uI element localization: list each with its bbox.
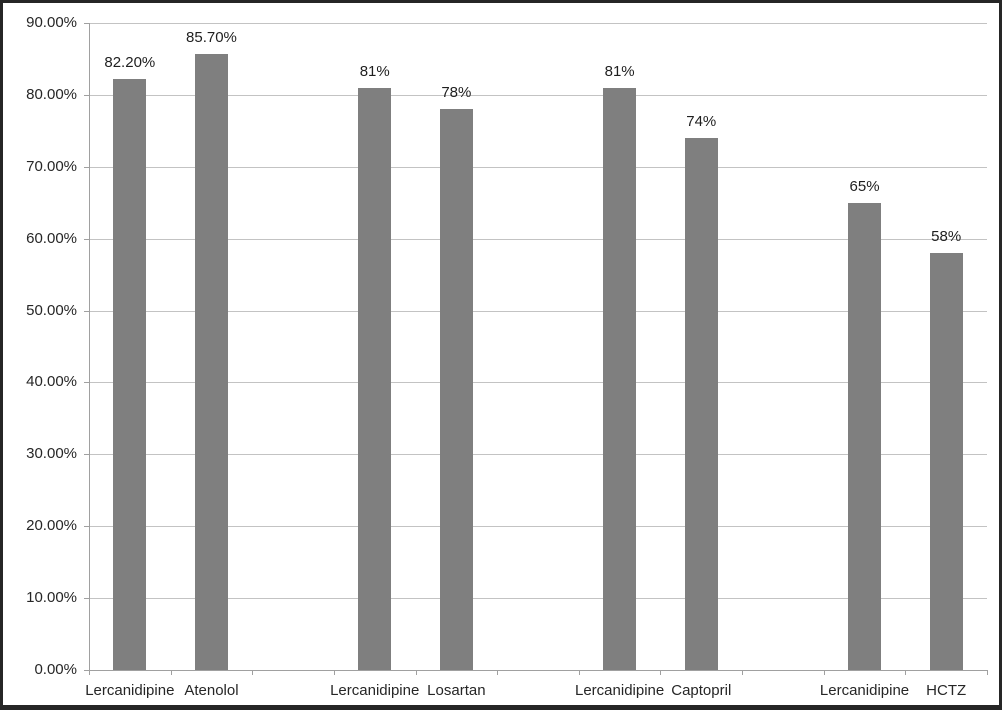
y-axis-tick-label: 50.00% — [26, 301, 77, 319]
y-axis-tick-mark — [84, 382, 89, 384]
bar-lercanidipine-4 — [603, 87, 637, 670]
gridline — [89, 526, 987, 528]
gridline — [89, 166, 987, 168]
y-axis-tick-mark — [84, 23, 89, 24]
bar-hctz-7 — [929, 253, 963, 670]
y-axis-tick-mark — [84, 166, 89, 168]
gridline — [89, 598, 987, 600]
x-axis-tick-mark — [823, 670, 825, 675]
x-axis-tick-mark — [905, 670, 907, 675]
bar-value-label: 81% — [359, 62, 390, 80]
x-axis-tick-mark — [333, 670, 335, 675]
gridline — [89, 238, 987, 240]
x-axis-category-label: Lercanidipine — [85, 682, 175, 699]
gridline — [89, 382, 987, 384]
x-axis-category-label: Lercanidipine — [575, 682, 665, 699]
y-axis-tick-label: 20.00% — [26, 517, 77, 535]
y-axis-tick-label: 90.00% — [26, 14, 77, 31]
y-axis-tick-mark — [84, 238, 89, 240]
y-axis-tick-mark — [84, 670, 89, 671]
gridline — [89, 454, 987, 456]
gridline — [89, 310, 987, 312]
x-axis-category-label: Atenolol — [184, 682, 239, 699]
bar-value-label: 74% — [686, 113, 717, 131]
x-axis-tick-mark — [497, 670, 499, 675]
x-axis-tick-mark — [660, 670, 662, 675]
bar-captopril-5 — [684, 138, 718, 670]
x-axis-category-label: Losartan — [427, 682, 486, 699]
x-axis-tick-mark — [578, 670, 580, 675]
bar-lercanidipine-0 — [113, 79, 147, 670]
x-axis-line — [89, 670, 988, 671]
y-axis-tick-mark — [84, 310, 89, 312]
y-axis-tick-label: 60.00% — [26, 229, 77, 247]
y-axis-tick-mark — [84, 526, 89, 528]
x-axis-category-label: Lercanidipine — [819, 682, 910, 699]
y-axis-tick-label: 30.00% — [26, 445, 77, 463]
x-axis-tick-mark — [987, 670, 988, 675]
bar-losartan-3 — [439, 109, 473, 670]
x-axis-category-label: HCTZ — [926, 682, 967, 699]
bar-lercanidipine-6 — [848, 202, 882, 670]
y-axis-tick-mark — [84, 454, 89, 456]
y-axis-tick-label: 40.00% — [26, 373, 77, 391]
gridline — [89, 23, 987, 24]
gridline — [89, 94, 987, 96]
y-axis-tick-label: 0.00% — [34, 661, 77, 678]
bar-value-label: 58% — [931, 228, 962, 246]
y-axis-tick-label: 10.00% — [26, 589, 77, 607]
bar-value-label: 78% — [441, 84, 472, 102]
y-axis-tick-mark — [84, 598, 89, 600]
bar-value-label: 82.20% — [104, 54, 156, 72]
y-axis-tick-label: 70.00% — [26, 157, 77, 175]
y-axis-line — [89, 23, 90, 670]
x-axis-category-label: Lercanidipine — [330, 682, 420, 699]
x-axis-tick-mark — [170, 670, 172, 675]
bar-value-label: 85.70% — [186, 28, 237, 46]
bar-value-label: 81% — [604, 62, 635, 80]
x-axis-category-label: Captopril — [671, 682, 732, 699]
bar-value-label: 65% — [849, 177, 880, 195]
x-axis-tick-mark — [415, 670, 417, 675]
x-axis-tick-mark — [89, 670, 90, 675]
y-axis-tick-label: 80.00% — [26, 85, 77, 103]
x-axis-tick-mark — [252, 670, 254, 675]
y-axis-tick-mark — [84, 94, 89, 96]
x-axis-tick-mark — [742, 670, 744, 675]
bar-lercanidipine-2 — [358, 87, 392, 670]
bar-atenolol-1 — [194, 53, 228, 670]
